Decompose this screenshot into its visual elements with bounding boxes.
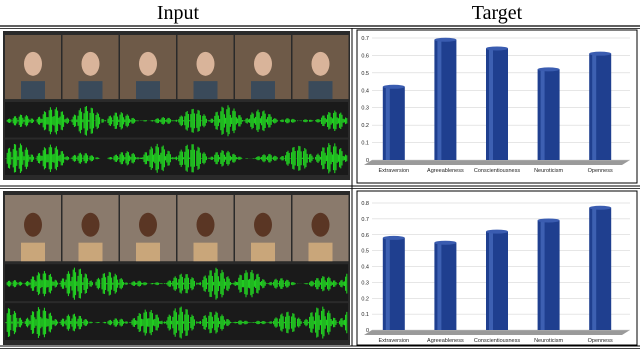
bar-highlight <box>592 208 597 330</box>
body <box>193 81 218 100</box>
waveform <box>5 306 348 339</box>
x-tick-label: Neuroticism <box>534 338 563 344</box>
face <box>196 212 215 237</box>
face <box>139 51 157 76</box>
face <box>24 51 42 76</box>
bar-top <box>382 235 405 240</box>
face <box>311 212 330 237</box>
face <box>81 51 100 76</box>
body <box>308 81 333 100</box>
y-tick-label: 0.7 <box>361 217 369 223</box>
face <box>254 51 272 76</box>
rules <box>0 25 640 349</box>
x-tick-label: Extraversion <box>379 168 410 174</box>
bar-highlight <box>540 221 545 330</box>
body <box>21 242 45 262</box>
y-tick-label: 0.8 <box>361 201 369 207</box>
body <box>78 81 103 100</box>
bar-highlight <box>385 238 390 330</box>
bar-top <box>434 37 457 42</box>
floor <box>364 160 630 165</box>
body <box>136 81 160 100</box>
x-tick-label: Agreeableness <box>427 168 464 174</box>
bar-highlight <box>592 54 597 160</box>
y-tick-label: 0.5 <box>361 249 369 255</box>
face <box>196 51 215 76</box>
body <box>193 242 218 262</box>
body <box>251 242 275 262</box>
bar-highlight <box>437 40 442 160</box>
y-tick-label: 0.1 <box>361 312 369 318</box>
bar-highlight <box>489 232 493 330</box>
y-tick-label: 0.3 <box>361 280 369 286</box>
input-panels <box>3 31 350 345</box>
y-tick-label: 0.1 <box>361 141 369 147</box>
y-tick-label: 0 <box>366 158 369 164</box>
bar-top <box>537 218 560 223</box>
y-tick-label: 0.6 <box>361 233 369 239</box>
face <box>24 212 42 237</box>
y-tick-label: 0.7 <box>361 36 369 42</box>
face <box>81 212 100 237</box>
x-tick-label: Conscientiousness <box>474 168 520 174</box>
x-tick-label: Extraversion <box>379 338 410 344</box>
y-tick-label: 0.4 <box>361 265 369 271</box>
y-tick-label: 0.6 <box>361 53 369 59</box>
x-tick-label: Conscientiousness <box>474 338 520 344</box>
bar-highlight <box>489 49 493 161</box>
body <box>78 242 103 262</box>
y-tick-label: 0.2 <box>361 296 369 302</box>
floor <box>364 330 630 335</box>
x-tick-label: Agreeableness <box>427 338 464 344</box>
body <box>308 242 333 262</box>
column-header: Input <box>157 2 200 24</box>
y-tick-label: 0.5 <box>361 71 369 77</box>
bar-highlight <box>437 243 442 330</box>
body <box>251 81 275 100</box>
waveform <box>6 105 348 137</box>
body <box>136 242 160 262</box>
face <box>311 51 330 76</box>
bar-top <box>382 84 405 89</box>
x-tick-label: Openness <box>588 338 613 344</box>
y-tick-label: 0.3 <box>361 106 369 112</box>
body <box>21 81 45 100</box>
bar-highlight <box>540 70 545 160</box>
bar-top <box>486 229 508 234</box>
target-charts: 0 0.1 0.2 0.3 0.4 0.5 0.6 0.7 Extraversion Agreea… <box>356 29 638 346</box>
y-tick-label: 0 <box>366 328 369 334</box>
y-tick-label: 0.4 <box>361 88 369 94</box>
x-tick-label: Openness <box>588 168 613 174</box>
face <box>254 212 272 237</box>
bar-top <box>434 240 457 245</box>
bar-highlight <box>385 87 390 160</box>
bar-top <box>589 205 612 210</box>
x-tick-label: Neuroticism <box>534 168 563 174</box>
face <box>139 212 157 237</box>
waveform <box>5 143 348 174</box>
column-header: Target <box>472 2 523 24</box>
bar-top <box>486 46 508 51</box>
bar-top <box>537 67 560 72</box>
bar-top <box>589 51 612 56</box>
y-tick-label: 0.2 <box>361 123 369 129</box>
